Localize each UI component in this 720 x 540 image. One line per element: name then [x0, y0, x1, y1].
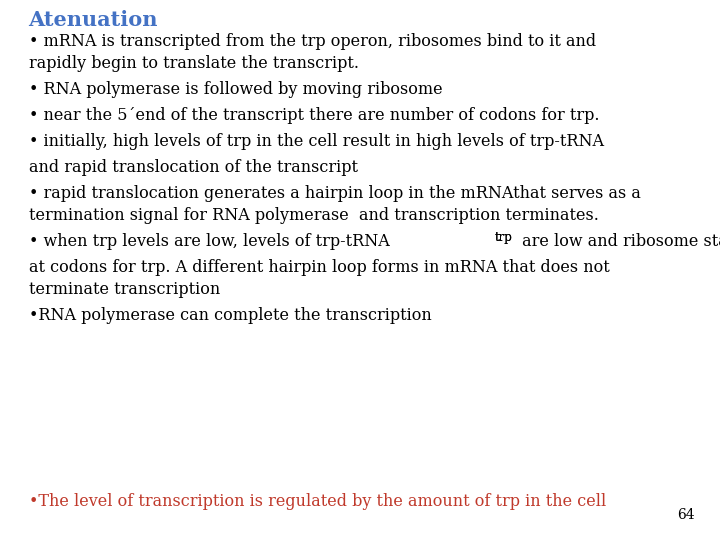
Text: • rapid translocation generates a hairpin loop in the mRNAthat serves as a: • rapid translocation generates a hairpi… [29, 185, 641, 202]
Text: are low and ribosome stall: are low and ribosome stall [518, 233, 720, 250]
Text: • when trp levels are low, levels of trp-tRNA: • when trp levels are low, levels of trp… [29, 233, 390, 250]
Text: trp: trp [495, 231, 512, 244]
Text: Atenuation: Atenuation [28, 10, 158, 30]
Text: at codons for trp. A different hairpin loop forms in mRNA that does not: at codons for trp. A different hairpin l… [29, 259, 610, 276]
Text: •RNA polymerase can complete the transcription: •RNA polymerase can complete the transcr… [29, 307, 431, 324]
Text: • initially, high levels of trp in the cell result in high levels of trp-tRNA: • initially, high levels of trp in the c… [29, 133, 604, 150]
Text: •The level of transcription is regulated by the amount of trp in the cell: •The level of transcription is regulated… [29, 493, 606, 510]
Text: trp: trp [495, 231, 512, 244]
Text: • mRNA is transcripted from the trp operon, ribosomes bind to it and: • mRNA is transcripted from the trp oper… [29, 33, 596, 50]
Text: • near the 5´end of the transcript there are number of codons for trp.: • near the 5´end of the transcript there… [29, 107, 599, 124]
Text: and rapid translocation of the transcript: and rapid translocation of the transcrip… [29, 159, 358, 176]
Text: terminate transcription: terminate transcription [29, 281, 220, 298]
Text: termination signal for RNA polymerase  and transcription terminates.: termination signal for RNA polymerase an… [29, 207, 598, 224]
Text: 64: 64 [678, 508, 695, 522]
Text: rapidly begin to translate the transcript.: rapidly begin to translate the transcrip… [29, 55, 359, 72]
Text: • RNA polymerase is followed by moving ribosome: • RNA polymerase is followed by moving r… [29, 81, 442, 98]
